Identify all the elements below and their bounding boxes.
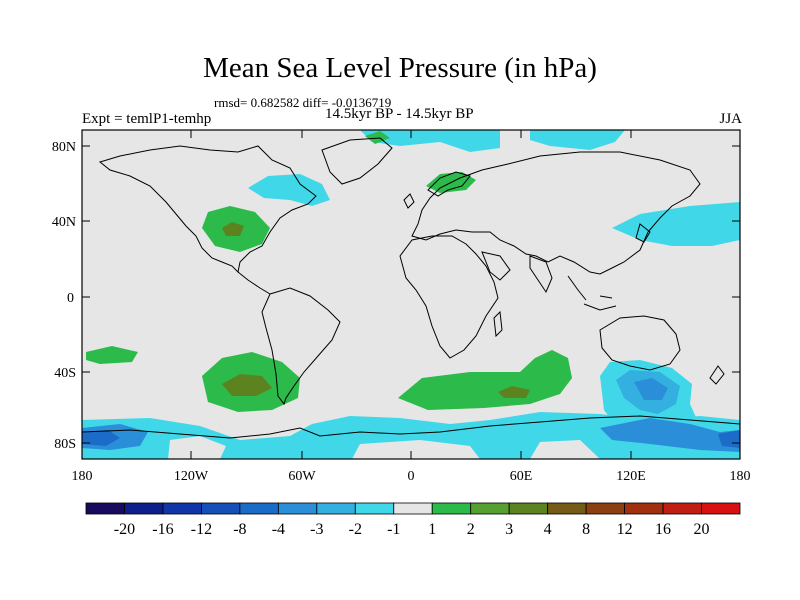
anomaly-gap-3 xyxy=(530,440,600,459)
colorbar-label: 1 xyxy=(428,521,436,538)
colorbar: -20 -16 -12 -8 -4 -3 -2 -1 1 2 3 4 8 12 16 20 xyxy=(85,502,741,538)
colorbar-label: -8 xyxy=(233,521,246,538)
stats-line: rmsd= 0.682582 diff= -0.0136719 xyxy=(214,95,392,110)
anomaly-region-antarctic-east xyxy=(600,418,740,452)
lat-label: 40S xyxy=(54,366,76,381)
coastlines xyxy=(82,137,740,439)
coastline-australia xyxy=(599,315,681,371)
anomaly-region-south-pacific-west xyxy=(86,346,138,364)
colorbar-label: 16 xyxy=(655,521,671,538)
colorbar-label: -1 xyxy=(387,521,400,538)
lon-label: 180 xyxy=(730,469,751,484)
colorbar-swatch xyxy=(585,502,625,515)
coastline-japan xyxy=(635,223,651,243)
period-line: 14.5kyr BP - 14.5kyr BP xyxy=(325,106,474,122)
colorbar-label: -2 xyxy=(349,521,362,538)
coastline-arabia xyxy=(481,251,511,281)
colorbar-label: -12 xyxy=(191,521,212,538)
colorbar-swatch xyxy=(85,502,125,515)
colorbar-label: 8 xyxy=(582,521,590,538)
anomaly-region-indian-ocean-core xyxy=(498,386,530,398)
colorbar-swatch xyxy=(393,502,433,515)
colorbar-swatch xyxy=(662,502,702,515)
colorbar-swatch xyxy=(547,502,587,515)
coastline-southeast-asia xyxy=(567,275,617,311)
anomaly-region-arctic-east xyxy=(530,130,625,150)
lon-label: 60E xyxy=(510,469,533,484)
anomaly-region-north-pacific xyxy=(612,202,740,246)
coastline-antarctica xyxy=(82,415,740,439)
anomaly-shading xyxy=(82,130,740,459)
colorbar-label: -3 xyxy=(310,521,323,538)
colorbar-label: 3 xyxy=(505,521,513,538)
lat-label: 80N xyxy=(52,140,76,155)
coastline-africa xyxy=(399,235,499,359)
axis-ticks xyxy=(82,130,740,459)
colorbar-swatch xyxy=(277,502,318,515)
lat-label: 80S xyxy=(54,437,76,452)
colorbar-swatch xyxy=(431,502,472,515)
colorbar-swatch xyxy=(239,502,279,515)
colorbar-label: 4 xyxy=(544,521,552,538)
lat-labels: 80N 40N 0 40S 80S xyxy=(52,140,76,452)
coastline-eurasia xyxy=(411,151,701,275)
coastline-madagascar xyxy=(493,310,503,338)
lon-label: 0 xyxy=(408,469,415,484)
coastline-scandinavia xyxy=(427,171,471,197)
lon-label: 180 xyxy=(72,469,93,484)
lat-label: 40N xyxy=(52,215,76,230)
colorbar-swatch xyxy=(354,502,395,515)
coastline-new-zealand xyxy=(709,365,725,385)
anomaly-region-arctic-green xyxy=(365,131,390,144)
coastline-uk xyxy=(403,193,415,209)
colorbar-label: -16 xyxy=(152,521,173,538)
season-label: JJA xyxy=(719,111,742,127)
coastline-north-america xyxy=(98,145,317,274)
colorbar-swatch xyxy=(201,502,241,515)
coastline-central-america xyxy=(237,271,271,295)
colorbar-swatch xyxy=(316,502,356,515)
lat-label: 0 xyxy=(67,291,74,306)
colorbar-label: -20 xyxy=(114,521,135,538)
colorbar-swatch xyxy=(124,502,164,515)
anomaly-region-australia-south-deep xyxy=(634,378,668,400)
colorbar-swatch xyxy=(701,502,741,515)
anomaly-region-north-america-core xyxy=(222,222,244,236)
coastline-india xyxy=(529,255,553,294)
map-title: Mean Sea Level Pressure (in hPa) xyxy=(203,52,597,84)
coastline-south-america xyxy=(261,287,341,406)
anomaly-gap-1 xyxy=(168,436,226,459)
colorbar-label: -4 xyxy=(272,521,285,538)
coastline-greenland xyxy=(321,137,393,185)
lon-label: 60W xyxy=(288,469,316,484)
colorbar-swatch xyxy=(162,502,202,515)
anomaly-region-north-atlantic xyxy=(248,174,330,206)
anomaly-gap-2 xyxy=(352,440,480,459)
anomaly-region-south-pacific-core xyxy=(222,374,272,396)
experiment-label: Expt = temlP1-temhp xyxy=(82,111,212,127)
colorbar-swatch xyxy=(508,502,549,515)
anomaly-region-antarctic-west-deep xyxy=(82,430,120,446)
lon-label: 120E xyxy=(616,469,646,484)
colorbar-swatch xyxy=(624,502,664,515)
anomaly-region-arctic xyxy=(360,130,500,152)
map-panel xyxy=(82,130,740,459)
colorbar-label: 12 xyxy=(617,521,633,538)
lon-labels: 180 120W 60W 0 60E 120E 180 xyxy=(72,469,751,484)
lon-label: 120W xyxy=(174,469,209,484)
colorbar-label: 20 xyxy=(694,521,710,538)
colorbar-swatch xyxy=(470,502,510,515)
anomaly-region-indian-ocean xyxy=(398,350,572,410)
colorbar-label: 2 xyxy=(467,521,475,538)
